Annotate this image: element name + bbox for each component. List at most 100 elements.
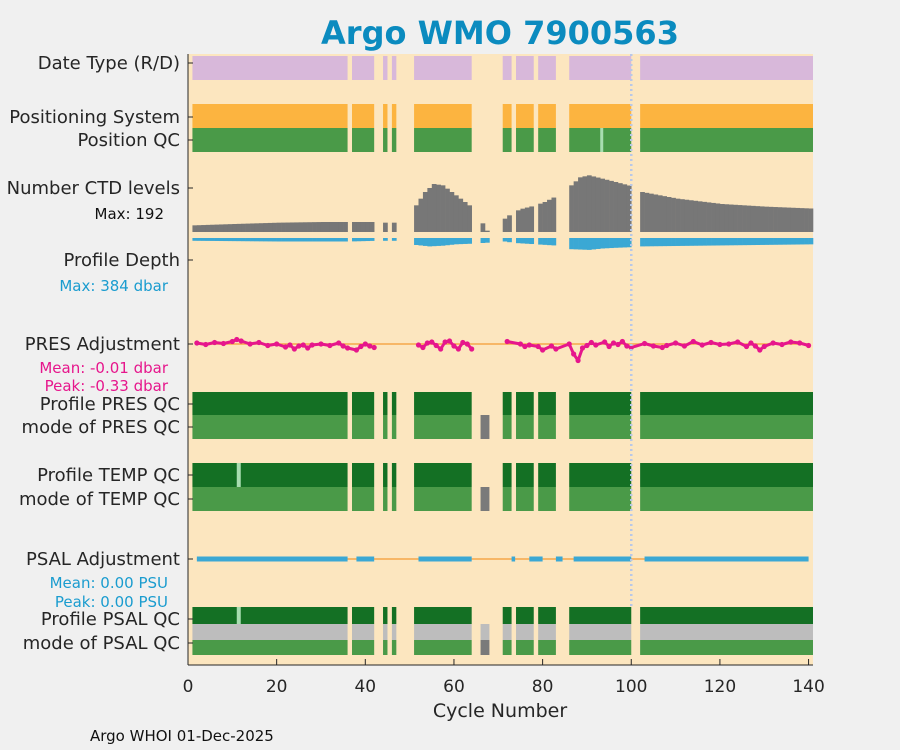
pres-adjustment-point [300, 342, 306, 348]
ctd-level-bar [312, 222, 317, 232]
profile-depth-bar [653, 238, 659, 247]
ctd-level-bar [688, 200, 694, 232]
ctd-level-bar [285, 222, 291, 232]
ctd-level-bar [569, 185, 574, 232]
mode-pres-qc-bar [516, 415, 534, 439]
pres-adjustment-point [211, 339, 218, 346]
pres-adjustment-point [362, 341, 368, 347]
ctd-level-bar [715, 203, 721, 232]
profile-depth-bar [201, 238, 207, 241]
ctd-level-bar [582, 176, 588, 232]
mode-psal-qc-lower-bar [569, 640, 632, 655]
profile-depth-bar [595, 238, 601, 249]
mode-temp-qc-bar [352, 487, 375, 511]
label-profile-psal-qc: Profile PSAL QC [41, 609, 180, 630]
profile-pres-qc-bar [352, 392, 375, 415]
chart-marks [187, 54, 814, 666]
profile-depth-bar [484, 238, 490, 243]
pres-adjustment-point [535, 343, 541, 350]
pres-adjustment-point [344, 345, 351, 351]
x-axis-label: Cycle Number [433, 700, 567, 722]
ctd-level-bar [445, 188, 450, 232]
profile-depth-bar [578, 238, 583, 250]
profile-depth-bar [258, 238, 264, 242]
position-qc-bar [383, 128, 388, 152]
profile-depth-bar [675, 238, 681, 246]
mode-psal-qc-lower-bar [502, 640, 512, 655]
ctd-level-bar [219, 224, 224, 232]
profile-depth-bar [427, 238, 433, 247]
profile-depth-bar [272, 238, 277, 242]
profile-depth-bar [196, 238, 202, 241]
profile-temp-qc-bar [640, 463, 813, 487]
ctd-level-bar [303, 222, 308, 232]
ctd-level-bar [276, 222, 282, 232]
ctd-level-bar [391, 222, 397, 232]
ctd-level-bar [484, 230, 490, 232]
ctd-level-bar [236, 223, 242, 232]
mode-psal-qc-bar [516, 624, 534, 640]
mode-temp-qc-bar [383, 487, 388, 511]
profile-temp-qc-bar [414, 463, 472, 487]
ctd-level-bar [595, 177, 601, 232]
ctd-level-bar [307, 222, 313, 232]
date-type-bar [502, 56, 512, 80]
pres-adjustment-point [761, 343, 767, 350]
pres-adjustment-point [460, 339, 466, 346]
pres-adjustment-point [274, 341, 280, 347]
mode-temp-qc-grey-bar [480, 487, 490, 511]
profile-depth-bar [626, 238, 632, 248]
profile-depth-bar [644, 238, 650, 247]
mode-psal-qc-lower-bar [640, 640, 813, 655]
profile-depth-bar [711, 238, 716, 246]
profile-depth-bar [662, 238, 668, 247]
profile-temp-qc-bar [502, 463, 512, 487]
pres-adjustment-point [464, 341, 470, 347]
x-tick-label: 60 [443, 677, 465, 697]
profile-psal-qc-bar [391, 607, 397, 624]
ctd-level-bar [436, 184, 441, 232]
ctd-level-bar [258, 223, 264, 232]
profile-depth-bar [232, 238, 238, 242]
temp-qc-flag [236, 463, 241, 487]
mode-psal-qc-bar [640, 624, 813, 640]
ctd-level-bar [502, 218, 508, 232]
label-psal-adjustment: PSAL Adjustment [26, 549, 180, 570]
profile-depth-bar [422, 238, 428, 246]
ctd-level-bar [298, 222, 304, 232]
profile-depth-bar [289, 238, 295, 242]
mode-pres-qc-bar [569, 415, 632, 439]
chart-title: Argo WMO 7900563 [321, 14, 679, 52]
ctd-level-bar [214, 224, 220, 232]
ctd-level-bar [507, 215, 512, 232]
profile-depth-bar [436, 238, 441, 246]
pres-adjustment-point [238, 338, 244, 344]
mode-psal-qc-lower-bar [383, 640, 388, 655]
profile-pres-qc-bar [192, 392, 348, 415]
ctd-level-bar [431, 184, 437, 232]
positioning-system-bar [516, 104, 534, 128]
ctd-level-bar [210, 224, 215, 232]
profile-psal-qc-bar [640, 607, 813, 624]
profile-temp-qc-bar [383, 463, 388, 487]
profile-depth-bar [786, 238, 792, 245]
profile-depth-bar [755, 238, 761, 245]
profile-depth-bar [192, 238, 198, 241]
ctd-level-bar [267, 222, 273, 232]
mode-temp-qc-bar [192, 487, 348, 511]
pres-adjustment-point [220, 340, 227, 347]
positioning-system-bar [640, 104, 813, 128]
pres-adjustment-point [593, 342, 599, 348]
pres-adjustment-point [699, 342, 705, 348]
mode-pres-qc-bar [502, 415, 512, 439]
profile-temp-qc-bar [516, 463, 534, 487]
profile-depth-bar [609, 238, 614, 249]
pres-adjustment-point [522, 343, 528, 350]
mode-temp-qc-bar [538, 487, 556, 511]
pres-adjustment-point [318, 341, 324, 347]
label-profile-pres-qc: Profile PRES QC [40, 394, 180, 415]
profile-depth-bar [343, 238, 348, 242]
ctd-level-bar [573, 181, 579, 232]
profile-depth-bar [538, 238, 543, 245]
ctd-level-bar [272, 222, 277, 232]
